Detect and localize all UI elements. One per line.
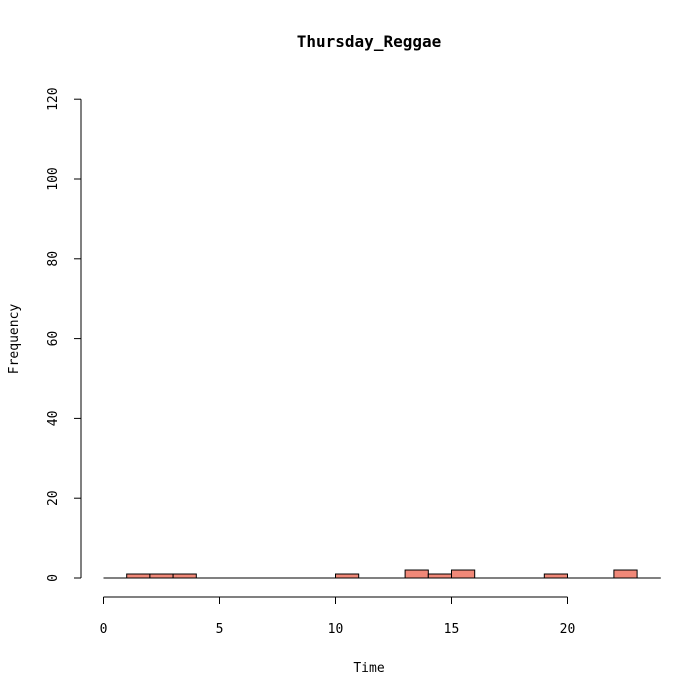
histogram-bar xyxy=(172,573,197,579)
bars-group xyxy=(126,569,638,579)
histogram-bar xyxy=(149,573,174,579)
y-tick-label: 120 xyxy=(46,87,61,110)
histogram-bar xyxy=(613,569,638,579)
histogram-bar xyxy=(335,573,360,579)
histogram-bar xyxy=(543,573,568,579)
histogram-bar xyxy=(126,573,151,579)
x-axis-label: Time xyxy=(353,661,384,676)
histogram-bar xyxy=(404,569,429,579)
histogram-bar xyxy=(451,569,476,579)
x-tick-label: 0 xyxy=(100,622,108,637)
y-tick-label: 20 xyxy=(46,490,61,506)
y-axis-label: Frequency xyxy=(7,304,22,375)
chart-title: Thursday_Reggae xyxy=(297,32,442,51)
x-axis: 0 5 10 15 20 xyxy=(100,596,576,637)
y-tick-label: 0 xyxy=(46,574,61,582)
x-tick-label: 15 xyxy=(444,622,460,637)
y-tick-label: 100 xyxy=(46,167,61,190)
x-tick-label: 5 xyxy=(216,622,224,637)
y-axis: 0 20 40 60 80 100 120 xyxy=(46,87,82,582)
x-tick-label: 20 xyxy=(560,622,576,637)
y-tick-label: 40 xyxy=(46,411,61,427)
y-tick-label: 60 xyxy=(46,331,61,347)
x-tick-label: 10 xyxy=(328,622,344,637)
y-tick-label: 80 xyxy=(46,251,61,267)
histogram-bar xyxy=(427,573,452,579)
